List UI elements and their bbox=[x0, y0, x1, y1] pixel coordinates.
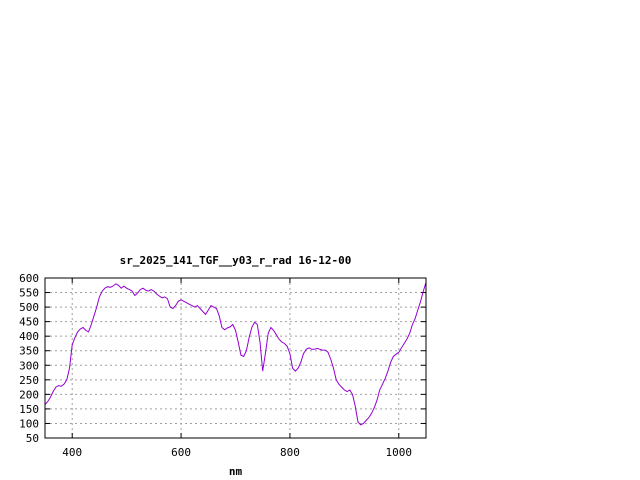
chart-title: sr_2025_141_TGF__y03_r_rad 16-12-00 bbox=[120, 254, 352, 267]
y-tick-label: 50 bbox=[26, 432, 39, 445]
y-tick-label: 150 bbox=[19, 403, 39, 416]
x-axis-label: nm bbox=[229, 465, 243, 478]
x-tick-labels: 400 600 800 1000 bbox=[62, 446, 412, 459]
y-tick-label: 250 bbox=[19, 374, 39, 387]
x-tick-label: 600 bbox=[171, 446, 191, 459]
y-tick-label: 450 bbox=[19, 316, 39, 329]
y-tick-label: 500 bbox=[19, 301, 39, 314]
plot-frame bbox=[44, 277, 427, 439]
y-tick-label: 550 bbox=[19, 287, 39, 300]
x-tick-label: 800 bbox=[280, 446, 300, 459]
y-tick-label: 300 bbox=[19, 359, 39, 372]
y-tick-label: 350 bbox=[19, 345, 39, 358]
series-group bbox=[44, 282, 427, 426]
y-tick-label: 400 bbox=[19, 330, 39, 343]
x-tick-label: 400 bbox=[62, 446, 82, 459]
y-tick-label: 600 bbox=[19, 272, 39, 285]
grid bbox=[45, 278, 426, 438]
x-tick-label: 1000 bbox=[386, 446, 413, 459]
series-line bbox=[44, 282, 427, 426]
y-tick-label: 100 bbox=[19, 417, 39, 430]
y-tick-label: 200 bbox=[19, 388, 39, 401]
